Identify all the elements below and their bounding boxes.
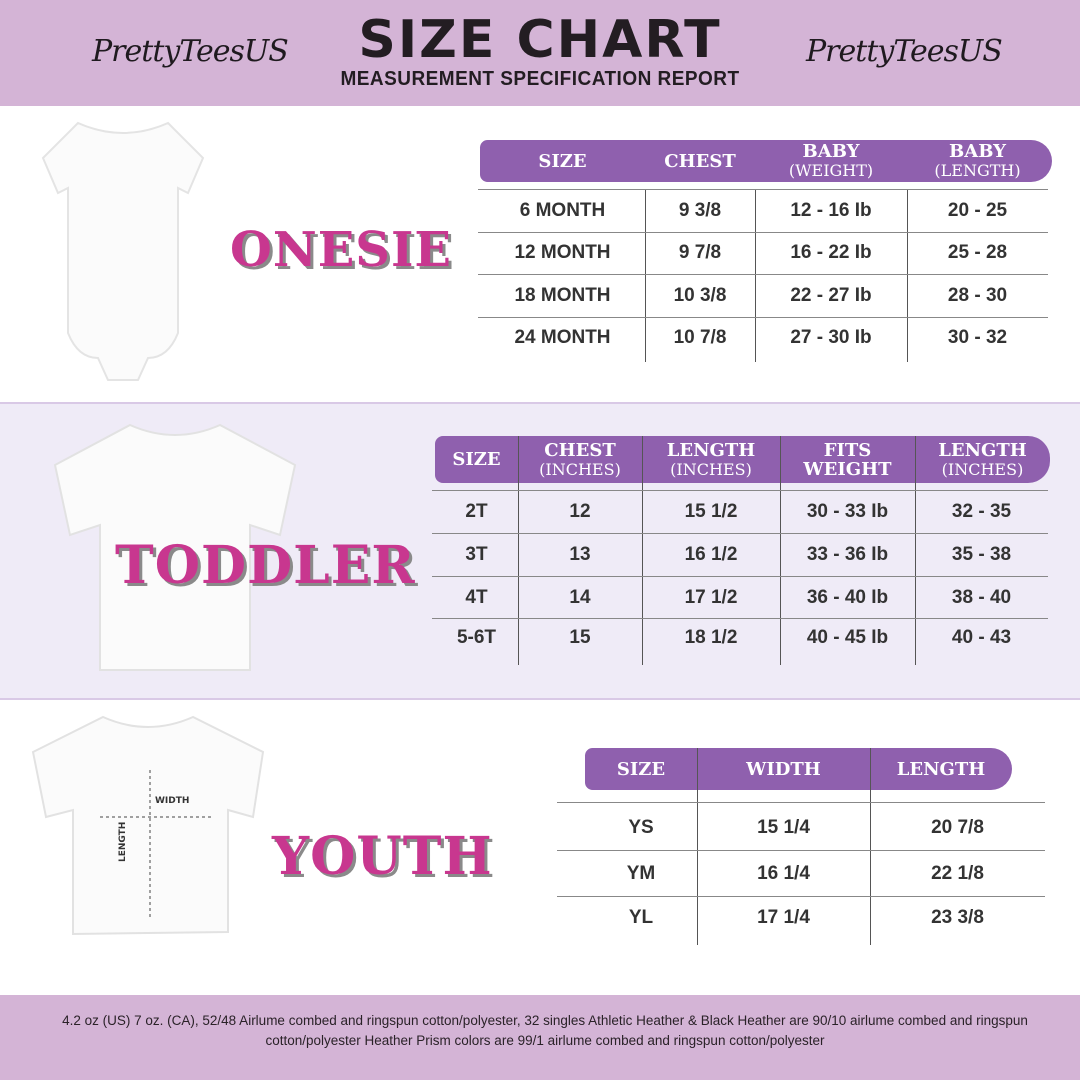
toddler-cell: 2T — [465, 501, 488, 522]
col-size: SIZE — [616, 758, 666, 780]
col-length: LENGTH (INCHES) — [666, 439, 756, 479]
youth-column-divider — [870, 748, 871, 945]
onesie-cell: 20 - 25 — [947, 200, 1008, 221]
col-baby-weight: BABY (WEIGHT) — [788, 141, 874, 180]
youth-cell: 23 3/8 — [931, 907, 984, 928]
toddler-column-divider — [780, 436, 781, 665]
onesie-row-divider — [478, 189, 1048, 190]
toddler-cell: 30 - 33 Ib — [806, 501, 889, 522]
toddler-cell: 36 - 40 Ib — [806, 587, 889, 608]
length-annotation: LENGTH — [118, 821, 128, 862]
toddler-column-divider — [642, 436, 643, 665]
onesie-cell: 25 - 28 — [947, 242, 1008, 263]
onesie-cell: 12 MONTH — [514, 242, 611, 263]
youth-cell: YL — [628, 907, 654, 928]
brand-logo-right: PrettyTeesUS — [806, 34, 1003, 69]
youth-table: SIZE WIDTH LENGTH — [585, 748, 1012, 790]
onesie-column-divider — [907, 189, 908, 362]
onesie-cell: 10 7/8 — [673, 327, 727, 348]
onesie-cell: 28 - 30 — [947, 285, 1008, 306]
toddler-cell: 15 — [569, 627, 591, 648]
col-size: SIZE — [452, 449, 501, 470]
toddler-label: TODDLER — [115, 535, 416, 596]
youth-column-divider — [697, 748, 698, 945]
toddler-row-divider — [432, 533, 1048, 534]
col-chest: CHEST — [664, 150, 736, 172]
onesie-cell: 30 - 32 — [947, 327, 1008, 348]
onesie-cell: 24 MONTH — [514, 327, 611, 348]
youth-row-divider — [557, 850, 1045, 851]
width-annotation: WIDTH — [155, 796, 190, 806]
toddler-cell: 38 - 40 — [951, 587, 1012, 608]
brand-logo-left: PrettyTeesUS — [92, 34, 289, 69]
onesie-cell: 16 - 22 Ib — [790, 242, 872, 263]
youth-label: YOUTH — [272, 826, 493, 887]
toddler-cell: 32 - 35 — [951, 501, 1012, 522]
onesie-row-divider — [478, 274, 1048, 275]
toddler-cell: 33 - 36 Ib — [806, 544, 889, 565]
toddler-cell: 16 1/2 — [684, 544, 738, 565]
page-title: SIZE CHART — [358, 10, 722, 70]
onesie-column-divider — [755, 189, 756, 362]
youth-cell: 22 1/8 — [931, 863, 984, 884]
footer: 4.2 oz (US) 7 oz. (CA), 52/48 Airlume co… — [0, 995, 1080, 1080]
col-size: SIZE — [538, 150, 587, 172]
onesie-cell: 18 MONTH — [514, 285, 611, 306]
col-chest: CHEST (INCHES) — [539, 439, 621, 479]
toddler-cell: 3T — [465, 544, 488, 565]
fabric-description: 4.2 oz (US) 7 oz. (CA), 52/48 Airlume co… — [62, 1013, 1028, 1048]
toddler-cell: 12 — [569, 501, 591, 522]
youth-cell: 17 1/4 — [757, 907, 810, 928]
col-length-2: LENGTH (INCHES) — [938, 439, 1027, 479]
onesie-cell: 12 - 16 Ib — [790, 200, 872, 221]
youth-tshirt-image — [31, 715, 265, 936]
header-banner: PrettyTeesUS PrettyTeesUS SIZE CHART MEA… — [0, 0, 1080, 106]
toddler-row-divider — [432, 618, 1048, 619]
onesie-row-divider — [478, 232, 1048, 233]
onesie-cell: 6 MONTH — [519, 200, 606, 221]
toddler-column-divider — [915, 436, 916, 665]
toddler-column-divider — [518, 436, 519, 665]
col-length: LENGTH — [896, 758, 986, 780]
onesie-table: SIZE CHEST BABY (WEIGHT) BABY (LENGTH) — [480, 140, 1052, 182]
youth-cell: 16 1/4 — [757, 863, 810, 884]
toddler-cell: 40 - 45 Ib — [806, 627, 889, 648]
toddler-row-divider — [432, 576, 1048, 577]
onesie-row-divider — [478, 317, 1048, 318]
onesie-table-header: SIZE CHEST BABY (WEIGHT) BABY (LENGTH) — [480, 140, 1052, 182]
toddler-table-header: SIZE CHEST (INCHES) LENGTH (INCHES) FITS WE… — [435, 436, 1050, 483]
toddler-cell: 13 — [569, 544, 591, 565]
onesie-column-divider — [645, 189, 646, 362]
toddler-cell: 14 — [569, 587, 591, 608]
youth-cell: 15 1/4 — [757, 817, 810, 838]
toddler-table: SIZE CHEST (INCHES) LENGTH (INCHES) FITS WE… — [435, 436, 1050, 483]
youth-cell: YS — [628, 817, 654, 838]
toddler-cell: 15 1/2 — [684, 501, 738, 522]
col-fits-weight: FITS WEIGHT — [803, 439, 892, 480]
page-subtitle: MEASUREMENT SPECIFICATION REPORT — [340, 68, 740, 90]
onesie-image — [41, 121, 205, 381]
onesie-label: ONESIE — [230, 222, 452, 278]
onesie-cell: 9 7/8 — [678, 242, 722, 263]
youth-table-header: SIZE WIDTH LENGTH — [585, 748, 1012, 790]
col-baby-length: BABY (LENGTH) — [934, 141, 1021, 180]
onesie-cell: 10 3/8 — [673, 285, 727, 306]
toddler-tshirt-image — [53, 423, 297, 671]
toddler-cell: 40 - 43 — [951, 627, 1012, 648]
toddler-row-divider — [432, 490, 1048, 491]
onesie-cell: 9 3/8 — [678, 200, 722, 221]
youth-cell: YM — [626, 863, 656, 884]
youth-row-divider — [557, 802, 1045, 803]
toddler-cell: 35 - 38 — [951, 544, 1012, 565]
onesie-cell: 27 - 30 Ib — [790, 327, 872, 348]
toddler-cell: 17 1/2 — [684, 587, 738, 608]
youth-cell: 20 7/8 — [931, 817, 984, 838]
col-width: WIDTH — [746, 758, 821, 780]
toddler-cell: 5-6T — [456, 627, 497, 648]
toddler-cell: 18 1/2 — [684, 627, 738, 648]
youth-row-divider — [557, 896, 1045, 897]
toddler-cell: 4T — [465, 587, 488, 608]
onesie-cell: 22 - 27 Ib — [790, 285, 872, 306]
